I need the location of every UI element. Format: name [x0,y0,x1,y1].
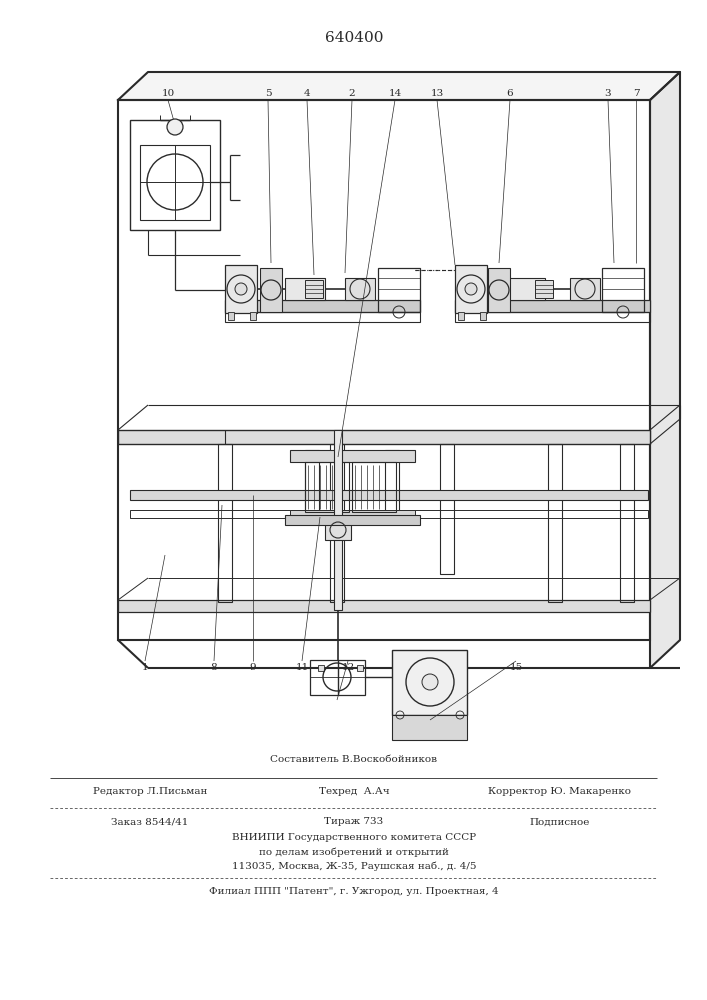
Bar [130,510,648,518]
Text: Редактор Л.Письман: Редактор Л.Письман [93,788,207,796]
Bar [250,312,256,320]
Text: 113035, Москва, Ж-35, Раушская наб., д. 4/5: 113035, Москва, Ж-35, Раушская наб., д. … [232,861,477,871]
Bar [318,665,324,671]
Bar [130,120,220,230]
Bar [535,280,553,298]
Bar [118,430,650,444]
Bar [118,100,650,640]
Bar [260,268,282,312]
Bar [570,278,600,300]
Bar [357,665,363,671]
Bar [480,312,486,320]
Text: 2: 2 [349,89,356,98]
Bar [385,450,399,520]
Bar [455,300,650,312]
Bar [305,280,323,298]
Bar [228,312,234,320]
Text: 15: 15 [509,664,522,672]
Text: Корректор Ю. Макаренко: Корректор Ю. Макаренко [489,788,631,796]
Text: Филиал ППП "Патент", г. Ужгород, ул. Проектная, 4: Филиал ППП "Патент", г. Ужгород, ул. Про… [209,888,499,896]
Bar [345,278,375,300]
Text: Заказ 8544/41: Заказ 8544/41 [111,818,189,826]
Bar [505,278,545,300]
Bar [225,300,420,312]
Polygon shape [650,72,680,668]
Bar [285,515,420,525]
Text: 1: 1 [141,664,148,672]
Text: Техред  А.Ач: Техред А.Ач [319,788,390,796]
Bar [392,715,467,740]
Bar [455,312,650,322]
Bar [305,462,349,512]
Text: 12: 12 [341,664,355,672]
Text: 11: 11 [296,664,309,672]
Text: по делам изобретений и открытий: по делам изобретений и открытий [259,847,449,857]
Bar [548,444,562,602]
Bar [458,312,464,320]
Bar [310,660,365,695]
Bar [620,444,634,602]
Bar [334,430,342,610]
Text: 8: 8 [211,664,217,672]
Bar [352,462,396,512]
Text: 10: 10 [161,89,175,98]
Text: 13: 13 [431,89,443,98]
Text: Составитель В.Воскобойников: Составитель В.Воскобойников [271,756,438,764]
Bar [488,268,510,312]
Text: Подписное: Подписное [530,818,590,826]
Bar [118,600,650,612]
Circle shape [235,283,247,295]
Text: Тираж 733: Тираж 733 [325,818,384,826]
Bar [440,444,454,574]
Bar [140,145,210,220]
Bar [455,265,487,313]
Text: 6: 6 [507,89,513,98]
Text: 5: 5 [264,89,271,98]
Bar [330,444,344,602]
Circle shape [465,283,477,295]
Bar [305,450,319,520]
Bar [130,490,648,500]
Bar [378,268,420,312]
Text: 9: 9 [250,664,257,672]
Text: 14: 14 [388,89,402,98]
Text: 3: 3 [604,89,612,98]
Text: 640400: 640400 [325,31,383,45]
Bar [285,278,325,300]
Circle shape [422,674,438,690]
Bar [290,450,415,462]
Bar [325,520,351,540]
Polygon shape [118,72,680,100]
Bar [225,265,257,313]
Text: 7: 7 [633,89,639,98]
Bar [392,650,467,715]
Circle shape [167,119,183,135]
Bar [602,268,644,312]
Bar [225,312,420,322]
Bar [218,444,232,602]
Bar [290,510,415,520]
Text: ВНИИПИ Государственного комитета СССР: ВНИИПИ Государственного комитета СССР [232,834,476,842]
Text: 4: 4 [304,89,310,98]
